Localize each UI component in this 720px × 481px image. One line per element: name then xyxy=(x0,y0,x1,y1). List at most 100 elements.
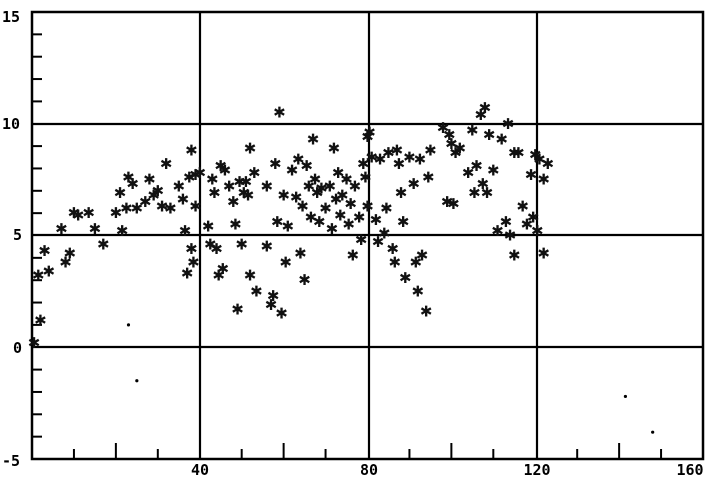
data-point: ✱ xyxy=(300,157,313,175)
data-point: ✱ xyxy=(527,209,540,227)
data-point: ✱ xyxy=(296,197,309,215)
data-point: ✱ xyxy=(323,177,336,195)
stray-dot xyxy=(126,323,131,327)
y-tick-label-0: 0 xyxy=(13,339,22,357)
data-point: ✱ xyxy=(332,164,345,182)
data-point: ✱ xyxy=(420,302,433,320)
data-point: ✱ xyxy=(305,209,318,227)
data-point: ✱ xyxy=(217,260,230,278)
data-point: ✱ xyxy=(231,300,244,318)
data-point: ✱ xyxy=(361,128,374,146)
data-point: ✱ xyxy=(307,130,320,148)
data-point: ✱ xyxy=(502,115,515,133)
data-point: ✱ xyxy=(32,267,45,285)
data-point: ✱ xyxy=(68,204,81,222)
data-point: ✱ xyxy=(378,224,391,242)
data-point: ✱ xyxy=(42,262,55,280)
data-point: ✱ xyxy=(219,162,232,180)
data-point: ✱ xyxy=(313,213,326,231)
data-point: ✱ xyxy=(277,186,290,204)
data-point: ✱ xyxy=(508,247,521,265)
data-point: ✱ xyxy=(273,104,286,122)
data-point: ✱ xyxy=(393,155,406,173)
data-point: ✱ xyxy=(120,200,133,218)
data-point: ✱ xyxy=(131,200,144,218)
data-point: ✱ xyxy=(347,247,360,265)
data-point: ✱ xyxy=(116,222,129,240)
data-point: ✱ xyxy=(508,144,521,162)
data-points: ✱✱✱✱✱✱✱✱✱✱✱✱✱✱✱✱✱✱✱✱✱✱✱✱✱✱✱✱✱✱✱✱✱✱✱✱✱✱✱✱… xyxy=(28,99,554,352)
tick-labels: 15 10 5 0 -5 40 80 120 160 xyxy=(2,8,704,479)
data-point: ✱ xyxy=(445,135,458,153)
data-point: ✱ xyxy=(244,267,257,285)
data-point: ✱ xyxy=(235,235,248,253)
data-point: ✱ xyxy=(55,220,68,238)
data-point: ✱ xyxy=(336,186,349,204)
data-point: ✱ xyxy=(38,242,51,260)
data-point: ✱ xyxy=(380,200,393,218)
data-point: ✱ xyxy=(275,305,288,323)
y-tick-label-15: 15 xyxy=(2,8,20,26)
data-point: ✱ xyxy=(223,177,236,195)
data-point: ✱ xyxy=(269,155,282,173)
data-point: ✱ xyxy=(395,184,408,202)
data-point: ✱ xyxy=(340,171,353,189)
data-point: ✱ xyxy=(193,164,206,182)
data-point: ✱ xyxy=(483,126,496,144)
data-point: ✱ xyxy=(424,142,437,160)
data-point: ✱ xyxy=(422,168,435,186)
data-point: ✱ xyxy=(512,144,525,162)
data-point: ✱ xyxy=(533,151,546,169)
data-point: ✱ xyxy=(139,193,152,211)
data-point: ✱ xyxy=(349,177,362,195)
data-point: ✱ xyxy=(156,197,169,215)
y-tick-label-10: 10 xyxy=(2,115,20,133)
data-point: ✱ xyxy=(261,177,274,195)
data-point: ✱ xyxy=(82,204,95,222)
data-point: ✱ xyxy=(147,186,160,204)
data-point: ✱ xyxy=(491,222,504,240)
x-tick-label-120: 120 xyxy=(523,461,550,479)
data-point: ✱ xyxy=(414,151,427,169)
data-point: ✱ xyxy=(143,171,156,189)
data-point: ✱ xyxy=(334,206,347,224)
data-point: ✱ xyxy=(453,139,466,157)
data-point: ✱ xyxy=(183,168,196,186)
data-point: ✱ xyxy=(160,155,173,173)
data-point: ✱ xyxy=(412,282,425,300)
x-tick-label-160: 160 xyxy=(676,461,703,479)
data-point: ✱ xyxy=(122,168,135,186)
grid-lines xyxy=(32,12,703,459)
data-point: ✱ xyxy=(386,240,399,258)
data-point: ✱ xyxy=(361,197,374,215)
data-point: ✱ xyxy=(416,247,429,265)
data-point: ✱ xyxy=(365,148,378,166)
data-point: ✱ xyxy=(443,126,456,144)
data-point: ✱ xyxy=(470,157,483,175)
data-point: ✱ xyxy=(521,215,534,233)
data-point: ✱ xyxy=(229,215,242,233)
data-point: ✱ xyxy=(286,162,299,180)
data-point: ✱ xyxy=(462,164,475,182)
data-point: ✱ xyxy=(542,155,555,173)
data-point: ✱ xyxy=(357,155,370,173)
data-point: ✱ xyxy=(63,244,76,262)
data-point: ✱ xyxy=(342,215,355,233)
data-point: ✱ xyxy=(227,193,240,211)
y-tick-label-5: 5 xyxy=(13,226,22,244)
data-point: ✱ xyxy=(391,142,404,160)
stray-dot xyxy=(135,379,139,383)
data-point: ✱ xyxy=(529,146,542,164)
data-point: ✱ xyxy=(179,222,192,240)
data-point: ✱ xyxy=(516,197,529,215)
data-point: ✱ xyxy=(537,171,550,189)
data-point: ✱ xyxy=(265,296,278,314)
data-point: ✱ xyxy=(214,157,227,175)
data-point: ✱ xyxy=(267,287,280,305)
data-point: ✱ xyxy=(206,171,219,189)
stray-dot xyxy=(623,394,628,399)
data-point: ✱ xyxy=(399,269,412,287)
data-point: ✱ xyxy=(204,235,217,253)
data-point: ✱ xyxy=(359,168,372,186)
